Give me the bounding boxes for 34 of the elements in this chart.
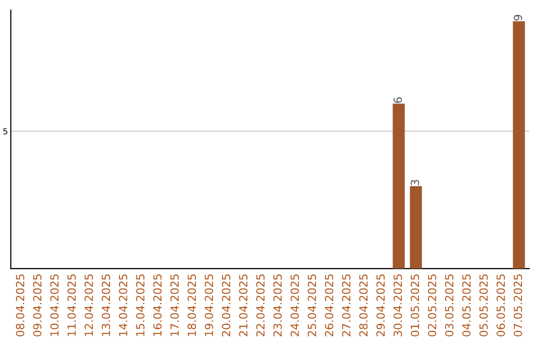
x-tick-label: 28.04.2025: [359, 274, 368, 336]
x-tick-label: 29.04.2025: [376, 274, 385, 336]
x-tick-label: 24.04.2025: [290, 274, 299, 336]
x-tick-label: 09.04.2025: [33, 274, 42, 336]
x-tick-label: 30.04.2025: [394, 274, 402, 336]
x-tick-label: 14.04.2025: [118, 274, 128, 336]
x-tick-label: 07.05.2025: [514, 274, 522, 336]
x-tick-label: 17.04.2025: [170, 274, 179, 336]
x-tick-label: 05.05.2025: [479, 274, 488, 336]
x-tick-label: 10.04.2025: [50, 274, 59, 336]
x-tick-label: 03.05.2025: [445, 274, 454, 336]
x-tick-label: 02.05.2025: [428, 274, 436, 336]
x-tick-label: 16.04.2025: [153, 274, 162, 336]
x-tick-label: 26.04.2025: [324, 274, 334, 336]
data-label: 6: [394, 97, 402, 103]
x-tick-label: 27.04.2025: [342, 274, 350, 336]
x-tick-label: 11.04.2025: [67, 274, 76, 336]
x-tick-label: 04.05.2025: [462, 274, 471, 336]
x-tick-label: 15.04.2025: [136, 274, 144, 336]
x-tick-label: 20.04.2025: [222, 274, 230, 336]
x-tick-label: 13.04.2025: [102, 274, 110, 336]
x-tick-label: 18.04.2025: [188, 274, 196, 336]
x-tick-label: 06.05.2025: [496, 274, 505, 336]
x-tick-label: 22.04.2025: [256, 274, 265, 336]
x-tick-label: 08.04.2025: [16, 274, 24, 336]
x-tick-label: 21.04.2025: [239, 274, 248, 336]
x-tick-label: 19.04.2025: [204, 274, 214, 336]
data-label: 3: [410, 180, 420, 186]
x-tick-label: 25.04.2025: [308, 274, 316, 336]
x-tick-label: 01.05.2025: [410, 274, 420, 336]
x-tick-label: 12.04.2025: [84, 274, 93, 336]
y-tick-label: 5: [3, 128, 8, 134]
x-tick-label: 23.04.2025: [273, 274, 282, 336]
data-label: 9: [514, 14, 522, 20]
